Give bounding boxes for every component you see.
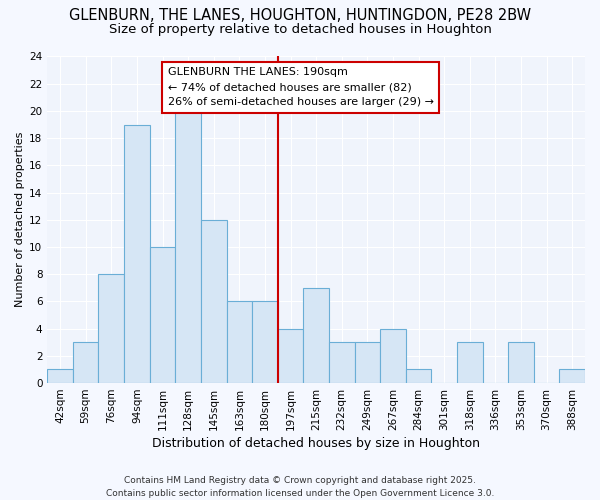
Bar [201, 220, 227, 383]
Bar [278, 328, 304, 383]
Bar [380, 328, 406, 383]
Bar [98, 274, 124, 383]
Bar [559, 370, 585, 383]
Bar [252, 302, 278, 383]
Bar [329, 342, 355, 383]
Y-axis label: Number of detached properties: Number of detached properties [15, 132, 25, 308]
X-axis label: Distribution of detached houses by size in Houghton: Distribution of detached houses by size … [152, 437, 480, 450]
Bar [175, 111, 201, 383]
Bar [304, 288, 329, 383]
Bar [457, 342, 482, 383]
Bar [124, 124, 150, 383]
Bar [508, 342, 534, 383]
Text: Contains HM Land Registry data © Crown copyright and database right 2025.
Contai: Contains HM Land Registry data © Crown c… [106, 476, 494, 498]
Text: GLENBURN, THE LANES, HOUGHTON, HUNTINGDON, PE28 2BW: GLENBURN, THE LANES, HOUGHTON, HUNTINGDO… [69, 8, 531, 22]
Bar [47, 370, 73, 383]
Text: Size of property relative to detached houses in Houghton: Size of property relative to detached ho… [109, 22, 491, 36]
Bar [406, 370, 431, 383]
Text: GLENBURN THE LANES: 190sqm
← 74% of detached houses are smaller (82)
26% of semi: GLENBURN THE LANES: 190sqm ← 74% of deta… [167, 68, 434, 107]
Bar [73, 342, 98, 383]
Bar [355, 342, 380, 383]
Bar [150, 247, 175, 383]
Bar [227, 302, 252, 383]
